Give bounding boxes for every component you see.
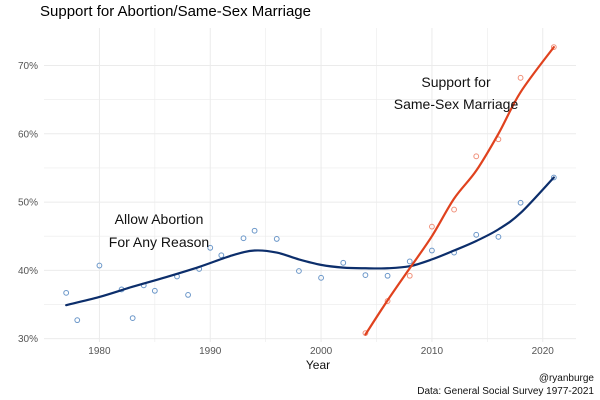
abortion-point [207,244,214,251]
caption-source: Data: General Social Survey 1977-2021 [417,386,594,397]
same-sex-marriage-point [406,272,413,279]
same-sex-marriage-point [473,153,480,160]
abortion-point [495,233,502,240]
x-tick-label: 1980 [88,346,111,357]
annotation-abortion-line-2: For Any Reason [109,234,209,250]
abortion-point [340,259,347,266]
abortion-point [362,272,369,279]
same-sex-marriage-point [451,206,457,213]
abortion-point [218,252,225,259]
series-abortion [63,174,557,324]
same-sex-marriage-point [429,223,435,230]
y-tick-label: 50% [18,198,38,209]
x-tick-label: 2020 [532,346,555,357]
series [63,44,557,337]
abortion-point [384,272,391,279]
x-tick-label: 2010 [421,346,444,357]
y-tick-label: 40% [18,266,38,277]
abortion-point [251,227,258,234]
abortion-point [517,199,524,206]
abortion-point [151,287,158,294]
same-sex-marriage-trend-line [364,46,555,336]
annotation-marriage-line-1: Support for [421,74,491,90]
abortion-point [63,289,70,296]
abortion-point [550,174,557,181]
abortion-point [473,231,480,238]
annotation-abortion-line-1: Allow Abortion [115,211,204,227]
y-tick-label: 70% [18,61,38,72]
y-tick-label: 60% [18,129,38,140]
series-same-sex-marriage [362,44,557,337]
caption-author: @ryanburge [539,373,595,384]
abortion-point [429,247,435,254]
abortion-point [129,315,136,322]
abortion-trend-line [65,176,555,307]
abortion-point [318,274,324,281]
x-tick-label: 1990 [199,346,222,357]
x-axis-title: Year [306,358,330,372]
abortion-point [273,236,280,242]
same-sex-marriage-point [550,44,557,51]
abortion-point [296,268,302,274]
grid [44,28,576,342]
abortion-point [240,235,247,242]
y-axis: 30% 40% 50% 60% 70% [18,61,38,345]
x-tick-label: 2000 [310,346,333,357]
y-tick-label: 30% [18,334,38,345]
abortion-point [406,258,413,265]
chart-title: Support for Abortion/Same-Sex Marriage [40,3,311,20]
abortion-point [96,262,103,269]
same-sex-marriage-point [517,74,524,81]
x-axis: 1980 1990 2000 2010 2020 [88,346,554,357]
abortion-point [74,317,81,324]
annotation-marriage-line-2: Same-Sex Marriage [394,96,519,112]
abortion-point [185,292,191,298]
